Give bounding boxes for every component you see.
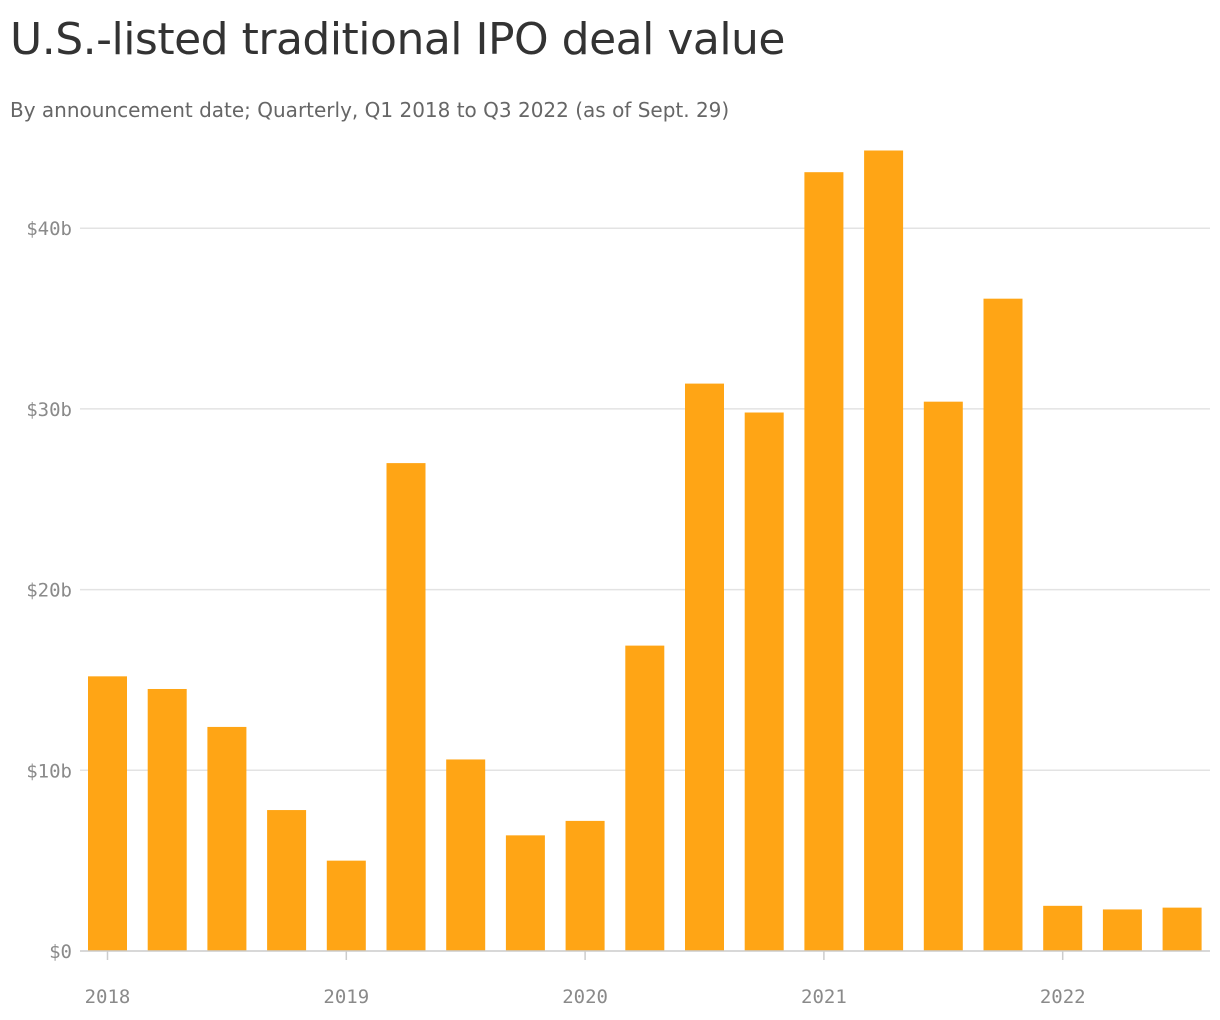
bar: Q3 2018 — [207, 726, 247, 951]
y-tick-label: $0 — [49, 941, 72, 963]
bar: Q2 2022 — [1102, 909, 1142, 951]
x-tick-label: 2018 — [85, 986, 131, 1008]
bar: Q4 2020 — [744, 412, 784, 951]
bar: Q2 2019 — [386, 463, 426, 951]
bar: Q2 2021 — [864, 150, 904, 951]
bar: Q1 2020 — [565, 820, 605, 951]
bar: Q3 2021 — [923, 401, 963, 951]
x-tick-label: 2020 — [562, 986, 608, 1008]
y-tick-label: $40b — [26, 218, 72, 240]
y-axis-ticks: $0 $10b $20b $30b $40b — [26, 218, 72, 963]
bar: Q4 2019 — [505, 835, 545, 951]
bar: Q3 2020 — [685, 383, 724, 951]
bar: Q4 2021 — [983, 298, 1023, 952]
chart-subtitle: By announcement date; Quarterly, Q1 2018… — [10, 98, 730, 122]
y-tick-label: $10b — [26, 760, 72, 782]
bar: Q1 2019 — [326, 860, 366, 951]
bar: Q2 2018 — [147, 688, 187, 951]
bars: Q1 2018 Q2 2018 Q3 2018 Q4 2018 Q1 2019 Q2 20… — [88, 150, 1202, 952]
bar: Q1 2021 — [804, 172, 844, 952]
x-tick-label: 2021 — [801, 986, 847, 1008]
bar: Q3 2022 — [1162, 907, 1202, 951]
x-tick-label: 2022 — [1040, 986, 1086, 1008]
bar: Q1 2018 — [88, 676, 127, 951]
y-tick-label: $30b — [26, 399, 72, 421]
y-tick-label: $20b — [26, 580, 72, 602]
x-axis-ticks: 2018 2019 2020 2021 2022 — [85, 951, 1086, 1008]
chart-title: U.S.-listed traditional IPO deal value — [10, 14, 786, 65]
bar: Q3 2019 — [446, 759, 486, 951]
bar: Q1 2022 — [1043, 905, 1083, 951]
bar: Q2 2020 — [625, 645, 665, 951]
x-tick-label: 2019 — [323, 986, 369, 1008]
bar: Q4 2018 — [267, 810, 307, 951]
